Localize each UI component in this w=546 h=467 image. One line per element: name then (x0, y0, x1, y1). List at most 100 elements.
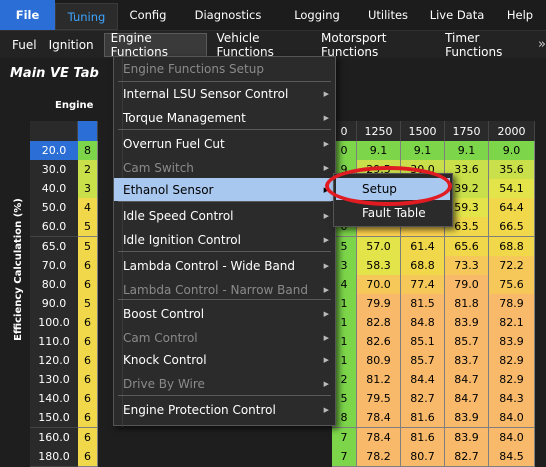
table-cell[interactable]: 33.6 (445, 160, 489, 181)
table-cell[interactable]: 6 (78, 312, 98, 333)
table-cell[interactable]: 6 (78, 389, 98, 410)
table-cell[interactable]: 84.8 (401, 312, 445, 333)
table-cell[interactable]: 83.9 (445, 312, 489, 333)
table-cell[interactable]: 73.3 (445, 255, 489, 276)
table-cell[interactable]: 3 (78, 179, 98, 200)
table-cell[interactable]: 58.3 (357, 255, 401, 276)
table-cell[interactable]: 68.8 (401, 255, 445, 276)
row-header[interactable]: 40.0 (30, 179, 78, 200)
row-header[interactable]: 65.0 (30, 236, 78, 257)
table-cell[interactable]: 83.9 (445, 408, 489, 429)
table-cell[interactable]: 8 (78, 141, 98, 161)
table-cell[interactable]: 6 (78, 408, 98, 429)
table-cell[interactable]: 79.0 (445, 274, 489, 295)
column-header[interactable]: 1750 (445, 121, 489, 141)
submenu-vehicle-functions[interactable]: Vehicle Functions (216, 30, 274, 59)
dropdown-item-overrun-fuel-cut[interactable]: Overrun Fuel Cut ▶ (114, 132, 335, 155)
submenu-timer-functions[interactable]: Timer Functions (445, 30, 503, 59)
row-header[interactable]: 130.0 (30, 370, 78, 391)
table-cell[interactable]: 4 (78, 198, 98, 219)
table-cell[interactable]: 64.4 (489, 198, 535, 219)
table-cell[interactable]: 63.5 (445, 217, 489, 238)
table-cell[interactable]: 75.6 (489, 274, 535, 295)
row-header[interactable]: 90.0 (30, 293, 78, 314)
submenu-ignition[interactable]: Ignition (48, 37, 94, 52)
table-cell[interactable]: 82.1 (489, 312, 535, 333)
table-cell[interactable]: 82.7 (401, 389, 445, 410)
table-cell[interactable]: 80.9 (357, 351, 401, 372)
table-cell[interactable]: 66.5 (489, 217, 535, 238)
submenu-engine-functions[interactable]: Engine Functions (103, 31, 207, 59)
row-header[interactable]: 100.0 (30, 312, 78, 333)
table-cell[interactable]: 35.6 (489, 160, 535, 181)
table-cell[interactable]: 9.0 (489, 141, 535, 161)
table-cell[interactable]: 78.4 (357, 408, 401, 429)
table-cell[interactable]: 83.9 (445, 427, 489, 448)
menu-utilites[interactable]: Utilites (367, 8, 409, 22)
row-header[interactable]: 50.0 (30, 198, 78, 219)
column-header-selected[interactable] (78, 121, 98, 141)
table-cell[interactable]: 9.1 (401, 141, 445, 161)
table-cell[interactable]: 6 (78, 427, 98, 448)
table-cell[interactable]: 54.1 (489, 179, 535, 200)
menu-diagnostics[interactable]: Diagnostics (194, 8, 262, 22)
row-header[interactable]: 20.0 (30, 141, 78, 161)
submenu-motorsport-functions[interactable]: Motorsport Functions (320, 30, 387, 59)
table-cell[interactable]: 81.6 (401, 408, 445, 429)
column-header[interactable]: 1250 (357, 121, 401, 141)
table-cell[interactable]: 81.5 (401, 293, 445, 314)
table-cell[interactable]: 78.9 (489, 293, 535, 314)
table-cell[interactable]: 6 (78, 351, 98, 372)
table-cell[interactable]: 84.0 (489, 408, 535, 429)
table-cell[interactable]: 84.7 (445, 370, 489, 391)
table-cell[interactable]: 84.4 (401, 370, 445, 391)
dropdown-item-torque-management[interactable]: Torque Management ▶ (114, 106, 335, 129)
table-cell[interactable]: 82.8 (357, 312, 401, 333)
row-header[interactable]: 140.0 (30, 389, 78, 410)
table-cell[interactable]: 70.0 (357, 274, 401, 295)
table-cell[interactable]: 81.6 (401, 427, 445, 448)
table-cell[interactable]: 84.3 (489, 389, 535, 410)
menu-file[interactable]: File (0, 0, 55, 30)
table-cell[interactable]: 6 (78, 255, 98, 276)
dropdown-item-idle-ignition-control[interactable]: Idle Ignition Control ▶ (114, 228, 335, 251)
table-cell[interactable]: 5 (78, 293, 98, 314)
table-cell[interactable]: 68.8 (489, 236, 535, 257)
table-cell[interactable]: 9.1 (445, 141, 489, 161)
row-header[interactable]: 70.0 (30, 255, 78, 276)
table-cell[interactable]: 5 (78, 217, 98, 238)
table-cell[interactable]: 82.9 (489, 370, 535, 391)
row-header[interactable]: 120.0 (30, 351, 78, 372)
table-cell[interactable]: 78.2 (357, 446, 401, 467)
dropdown-item-engine-protection-control[interactable]: Engine Protection Control ▶ (114, 398, 335, 421)
row-header[interactable]: 110.0 (30, 332, 78, 352)
dropdown-item-idle-speed-control[interactable]: Idle Speed Control ▶ (114, 204, 335, 227)
table-cell[interactable]: 7 (332, 427, 357, 448)
dropdown-item-boost-control[interactable]: Boost Control ▶ (114, 302, 335, 325)
more-chevron-icon[interactable]: » (538, 37, 546, 52)
submenu-fuel[interactable]: Fuel (12, 37, 37, 52)
table-cell[interactable]: 84.0 (489, 427, 535, 448)
table-cell[interactable]: 77.4 (401, 274, 445, 295)
row-header[interactable]: 80.0 (30, 274, 78, 295)
submenu-item-fault-table[interactable]: Fault Table (336, 202, 450, 224)
table-cell[interactable]: 84.7 (445, 389, 489, 410)
row-header[interactable]: 30.0 (30, 160, 78, 181)
table-cell[interactable]: 5 (78, 236, 98, 257)
table-cell[interactable]: 79.5 (357, 389, 401, 410)
dropdown-item-ethanol-sensor[interactable]: Ethanol Sensor ▶ (114, 178, 335, 201)
row-header[interactable]: 150.0 (30, 408, 78, 429)
table-cell[interactable]: 84.5 (489, 446, 535, 467)
dropdown-item-internal-lsu-sensor-control[interactable]: Internal LSU Sensor Control ▶ (114, 82, 335, 105)
table-cell[interactable]: 85.7 (401, 351, 445, 372)
table-cell[interactable]: 83.9 (489, 332, 535, 352)
table-cell[interactable]: 9.1 (357, 141, 401, 161)
table-cell[interactable]: 7 (332, 446, 357, 467)
row-header[interactable]: 60.0 (30, 217, 78, 238)
table-cell[interactable]: 82.6 (357, 332, 401, 352)
table-cell[interactable]: 80.7 (401, 446, 445, 467)
table-cell[interactable]: 83.7 (445, 351, 489, 372)
table-cell[interactable]: 82.9 (489, 351, 535, 372)
table-cell[interactable]: 72.2 (489, 255, 535, 276)
table-cell[interactable]: 6 (78, 446, 98, 467)
